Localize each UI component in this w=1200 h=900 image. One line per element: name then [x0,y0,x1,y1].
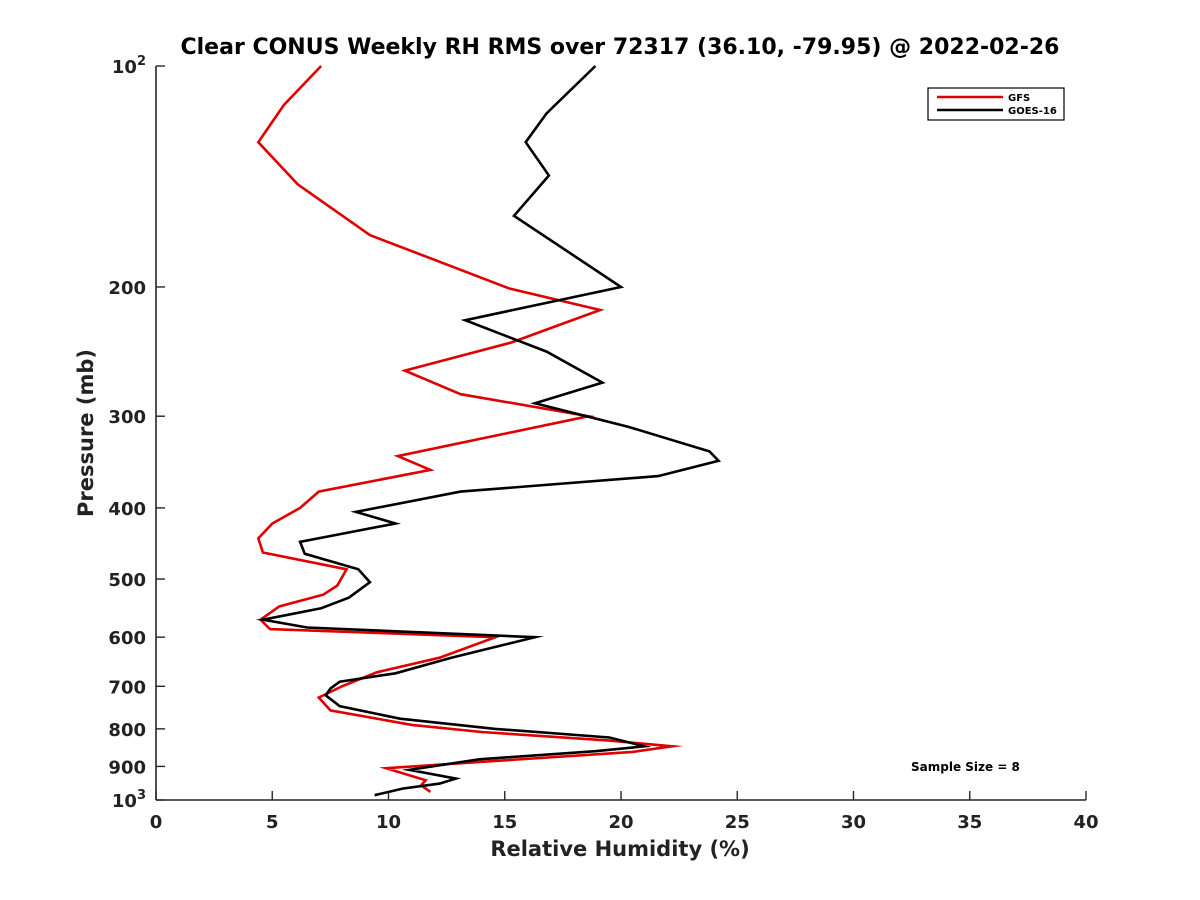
y-tick-label: 200 [108,278,146,299]
series-layer [255,65,722,797]
x-tick-label: 35 [957,812,982,833]
legend-box [927,87,1065,121]
series-line-goes-16 [255,65,722,797]
x-tick-label: 30 [841,812,866,833]
x-tick-label: 40 [1073,812,1098,833]
y-tick-label: 600 [108,628,146,649]
y-tick-label: 103 [112,788,146,812]
y-tick-label: 500 [108,570,146,591]
legend: GFS GOES-16 [927,87,1065,121]
y-tick-label: 800 [108,720,146,741]
x-tick-label: 25 [725,812,750,833]
y-tick-label: 300 [108,407,146,428]
x-tick-label: 0 [150,812,163,833]
y-tick-label: 700 [108,677,146,698]
series-line-gfs [256,65,684,793]
y-tick-label: 900 [108,757,146,778]
chart-title: Clear CONUS Weekly RH RMS over 72317 (36… [181,35,1060,60]
sample-size-annotation: Sample Size = 8 [911,760,1020,774]
y-tick-label: 102 [112,54,146,78]
y-axis-label: Pressure (mb) [74,349,98,517]
x-tick-label: 10 [376,812,401,833]
legend-label-gfs: GFS [1008,93,1030,104]
x-tick-label: 5 [266,812,279,833]
x-axis-label: Relative Humidity (%) [490,837,749,861]
x-tick-label: 15 [492,812,517,833]
legend-label-goes-16: GOES-16 [1008,106,1057,117]
axes: 0 5 10 15 20 25 30 35 40 102 200 300 400 500 600 700 800… [108,54,1098,833]
y-tick-label: 400 [108,499,146,520]
x-tick-label: 20 [608,812,633,833]
